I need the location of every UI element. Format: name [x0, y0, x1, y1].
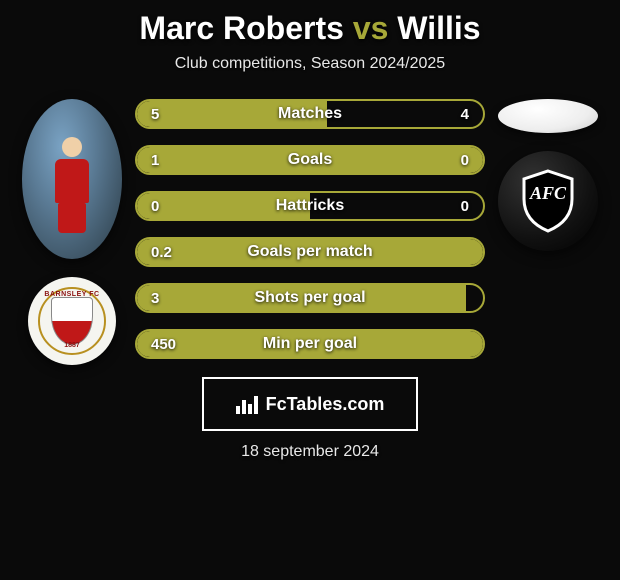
bar-fill	[137, 147, 483, 173]
stat-value-right: 0	[461, 147, 469, 173]
infographic-root: Marc Roberts vs Willis Club competitions…	[0, 0, 620, 461]
stat-bar: 0Hattricks0	[135, 191, 485, 221]
bar-fill	[137, 331, 483, 357]
stat-value-left: 0.2	[151, 239, 172, 265]
brand-text: FcTables.com	[266, 394, 385, 415]
left-column: BARNSLEY FC 1887	[17, 93, 127, 365]
badge-shield-icon	[51, 297, 93, 345]
player1-photo	[22, 99, 122, 259]
stat-bar: 450Min per goal	[135, 329, 485, 359]
brand-logo-icon	[236, 394, 260, 414]
stat-value-left: 1	[151, 147, 159, 173]
date-text: 18 september 2024	[241, 443, 379, 461]
player2-photo-placeholder	[498, 99, 598, 133]
player-silhouette	[47, 137, 97, 237]
comparison-area: BARNSLEY FC 1887 5Matches4 1Goals0 0Hattri…	[0, 93, 620, 365]
badge-club-name: BARNSLEY FC	[40, 291, 104, 298]
stat-value-left: 3	[151, 285, 159, 311]
bar-fill	[137, 285, 466, 311]
subtitle: Club competitions, Season 2024/2025	[0, 55, 620, 73]
stat-value-right: 0	[461, 193, 469, 219]
player1-club-badge: BARNSLEY FC 1887	[28, 277, 116, 365]
player2-club-badge: AFC	[498, 151, 598, 251]
bar-fill	[137, 193, 310, 219]
bar-fill	[137, 101, 327, 127]
player1-name: Marc Roberts	[139, 10, 344, 46]
brand-box: FcTables.com	[202, 377, 418, 431]
stat-value-left: 0	[151, 193, 159, 219]
page-title: Marc Roberts vs Willis	[0, 10, 620, 47]
stat-bar: 5Matches4	[135, 99, 485, 129]
footer: FcTables.com 18 september 2024	[0, 377, 620, 461]
stat-value-left: 5	[151, 101, 159, 127]
right-column: AFC	[493, 93, 603, 251]
badge-year: 1887	[40, 342, 104, 349]
bar-fill	[137, 239, 483, 265]
stat-value-right: 4	[461, 101, 469, 127]
player2-name: Willis	[397, 10, 480, 46]
stat-value-left: 450	[151, 331, 176, 357]
vs-text: vs	[353, 10, 389, 46]
stat-bar: 1Goals0	[135, 145, 485, 175]
shield-icon: AFC	[520, 169, 576, 233]
stat-bar: 0.2Goals per match	[135, 237, 485, 267]
svg-text:AFC: AFC	[529, 183, 567, 203]
stat-bar: 3Shots per goal	[135, 283, 485, 313]
stat-bars: 5Matches4 1Goals0 0Hattricks0 0.2Goals per …	[135, 93, 485, 359]
